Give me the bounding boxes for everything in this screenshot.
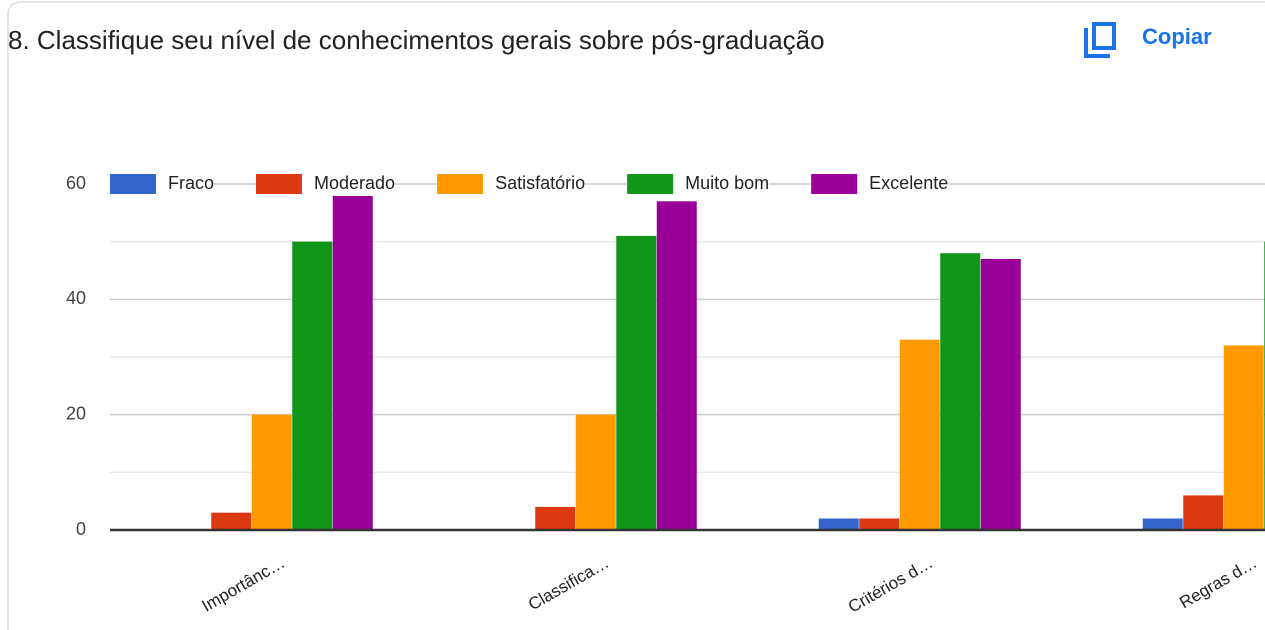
y-tick-label: 60 [66,173,86,193]
bar [899,339,940,530]
x-tick-label: Classifica… [525,553,612,614]
legend-label: Fraco [168,173,214,193]
legend-label: Muito bom [685,173,769,193]
card-border [7,1,1265,630]
legend-swatch [256,174,303,194]
legend-item: Fraco [110,172,215,196]
legend-label: Satisfatório [495,173,585,193]
copy-icon [1092,22,1116,50]
y-tick-label: 0 [76,519,86,539]
legend-item: Muito bom [627,172,770,196]
legend-swatch [110,174,156,194]
legend-swatch [437,174,484,194]
bar [1142,518,1183,530]
bar [251,414,292,530]
bar [535,506,576,530]
bar [980,258,1021,530]
bar [859,518,900,530]
bar [818,518,859,530]
y-tick-label: 20 [66,403,86,423]
legend-label: Moderado [314,173,395,193]
question-title: 8. Classifique seu nível de conhecimento… [8,25,825,55]
x-tick-label: Critérios d… [845,553,936,617]
bar [1223,345,1264,530]
bar [211,512,252,530]
legend-item: Satisfatório [437,172,586,196]
legend-item: Excelente [811,172,949,196]
legend-swatch [811,174,858,194]
x-tick-label: Importânc… [199,553,289,616]
bar [332,189,373,530]
copy-label[interactable]: Copiar [1142,24,1212,49]
copy-button[interactable]: Copiar [1084,22,1212,58]
bar [292,241,333,530]
legend-item: Moderado [256,172,396,196]
copy-icon [1084,28,1110,58]
x-tick-label: Regras d… [1176,553,1260,612]
legend-swatch [627,174,674,194]
bar [616,235,657,530]
bar [1183,495,1224,530]
bar [575,414,616,530]
y-tick-label: 40 [66,288,86,308]
legend-label: Excelente [869,173,948,193]
bar [656,201,697,531]
bar [940,253,981,530]
